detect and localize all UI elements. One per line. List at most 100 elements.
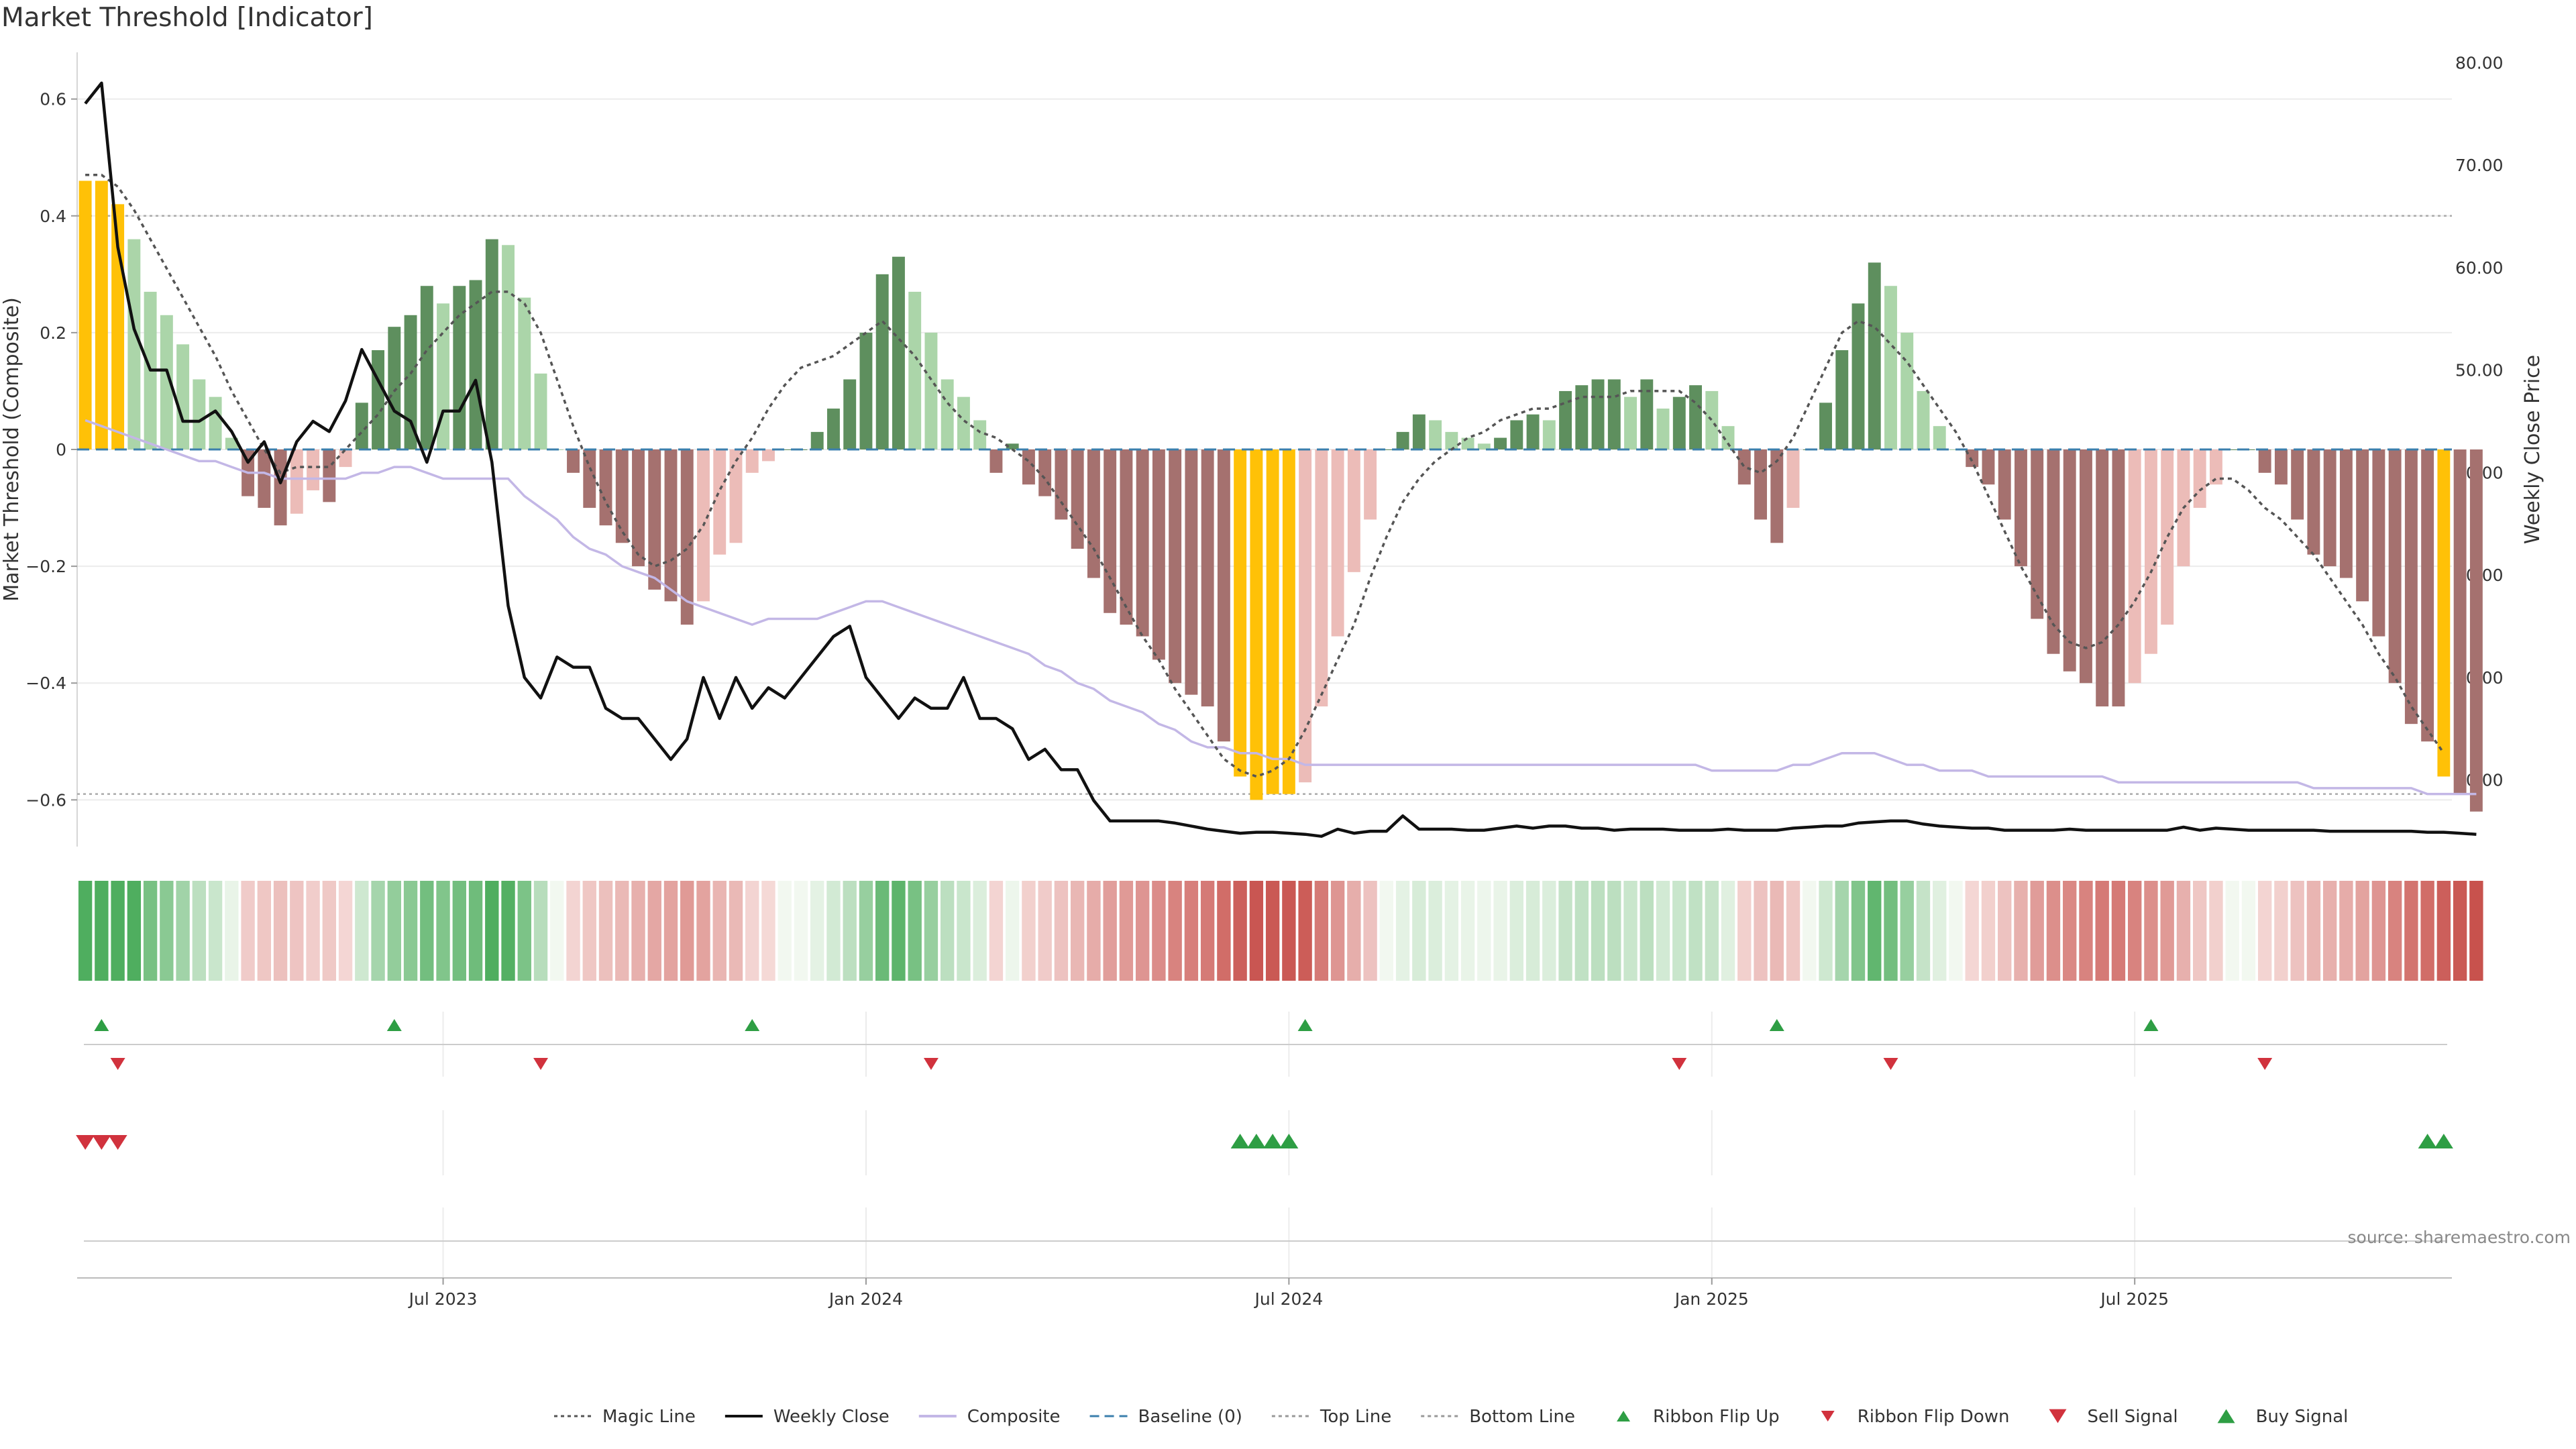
composite-bar — [1169, 449, 1182, 684]
magic-line — [85, 174, 2445, 778]
x-tick-label: Jan 2025 — [1674, 1289, 1749, 1309]
ribbon-cell — [1103, 881, 1117, 981]
legend-label: Sell Signal — [2087, 1407, 2178, 1427]
composite-bar — [1250, 449, 1263, 800]
composite-bar — [1998, 449, 2011, 520]
ribbon-cell — [1868, 881, 1882, 981]
composite-bar — [1884, 286, 1897, 449]
y2-tick-label: 70.00 — [2455, 156, 2504, 175]
composite-bar — [762, 449, 775, 462]
ribbon-cell — [1851, 881, 1866, 981]
ribbon-cell — [1916, 881, 1931, 981]
composite-bar — [1038, 449, 1052, 496]
composite-bar — [778, 449, 792, 450]
composite-bar — [1331, 449, 1344, 637]
ribbon-cell — [794, 881, 808, 981]
composite-bar — [989, 449, 1003, 473]
ribbon-cell — [1054, 881, 1069, 981]
ribbon-cell — [2241, 881, 2256, 981]
legend-item: Sell Signal — [2049, 1407, 2178, 1427]
composite-bar — [1933, 426, 1946, 449]
ribbon-cell — [2079, 881, 2093, 981]
composite-bar — [729, 449, 743, 543]
composite-bar — [2291, 449, 2304, 520]
ribbon-cell — [875, 881, 890, 981]
ribbon-cell — [2046, 881, 2061, 981]
composite-bar — [420, 286, 433, 449]
ribbon-cell — [2176, 881, 2191, 981]
composite-bar — [2404, 449, 2418, 724]
composite-bar — [843, 379, 857, 449]
ribbon-cell — [924, 881, 938, 981]
ribbon-cell — [1656, 881, 1670, 981]
ribbon-cell — [95, 881, 109, 981]
composite-bar — [1656, 409, 1670, 449]
composite-bar — [1721, 426, 1735, 449]
ribbon-cell — [322, 881, 337, 981]
ribbon-cell — [533, 881, 548, 981]
ribbon-cell — [2111, 881, 2126, 981]
ribbon-cell — [1363, 881, 1377, 981]
legend-label: Buy Signal — [2256, 1407, 2349, 1427]
ribbon-cell — [403, 881, 418, 981]
ribbon-cell — [1152, 881, 1166, 981]
ribbon-cell — [777, 881, 792, 981]
composite-bar — [1461, 437, 1474, 449]
composite-bar — [372, 350, 385, 449]
ribbon-cell — [192, 881, 207, 981]
ribbon-cell — [1705, 881, 1719, 981]
ribbon-cell — [2144, 881, 2158, 981]
ribbon-cell — [941, 881, 955, 981]
ribbon-cell — [1965, 881, 1979, 981]
ribbon-cell — [241, 881, 255, 981]
composite-bar — [290, 449, 303, 514]
ribbon-cell — [2404, 881, 2418, 981]
ribbon-cell — [1282, 881, 1296, 981]
composite-bar — [1640, 379, 1654, 449]
composite-bar — [2047, 449, 2060, 654]
ribbon-cell — [1558, 881, 1572, 981]
ribbon-cell — [225, 881, 239, 981]
composite-bar — [437, 303, 450, 449]
composite-bar — [323, 449, 336, 502]
legend-label: Bottom Line — [1469, 1407, 1575, 1427]
legend-label: Ribbon Flip Up — [1653, 1407, 1780, 1427]
ribbon-cell — [1737, 881, 1752, 981]
composite-bar — [2096, 449, 2109, 707]
composite-bar — [2144, 449, 2157, 654]
ribbon-cell — [1607, 881, 1621, 981]
ribbon-flip-down-marker — [533, 1058, 549, 1070]
y2-tick-label: 60.00 — [2455, 258, 2504, 278]
ribbon-cell — [680, 881, 694, 981]
composite-bar — [209, 396, 222, 449]
ribbon-cell — [143, 881, 158, 981]
composite-bar — [1835, 350, 1849, 449]
ribbon-cell — [1119, 881, 1134, 981]
ribbon-flip-up-marker — [2143, 1019, 2159, 1031]
composite-bar — [2339, 449, 2353, 578]
ribbon-cell — [2014, 881, 2028, 981]
ribbon-cell — [712, 881, 727, 981]
ribbon-cell — [566, 881, 580, 981]
sell-signal-marker — [92, 1135, 111, 1150]
weekly-close-line — [84, 81, 2477, 838]
composite-bar — [1510, 420, 1523, 449]
composite-bar — [1071, 449, 1084, 549]
ribbon-cell — [273, 881, 288, 981]
ribbon-cell — [371, 881, 385, 981]
ribbon-cell — [387, 881, 401, 981]
ribbon-cell — [1672, 881, 1686, 981]
ribbon-cell — [1233, 881, 1247, 981]
composite-bar — [1607, 379, 1621, 449]
composite-bar — [2274, 449, 2288, 485]
composite-bar — [2063, 449, 2076, 672]
ribbon-cell — [1477, 881, 1491, 981]
ribbon-cell — [452, 881, 466, 981]
legend-item: Ribbon Flip Up — [1617, 1407, 1780, 1427]
y-tick-label: 0.2 — [40, 323, 66, 343]
ribbon-cell — [517, 881, 531, 981]
composite-bar — [193, 379, 206, 449]
ribbon-flip-down-marker — [110, 1058, 125, 1070]
composite-bar — [1282, 449, 1295, 794]
composite-bar — [680, 449, 694, 625]
